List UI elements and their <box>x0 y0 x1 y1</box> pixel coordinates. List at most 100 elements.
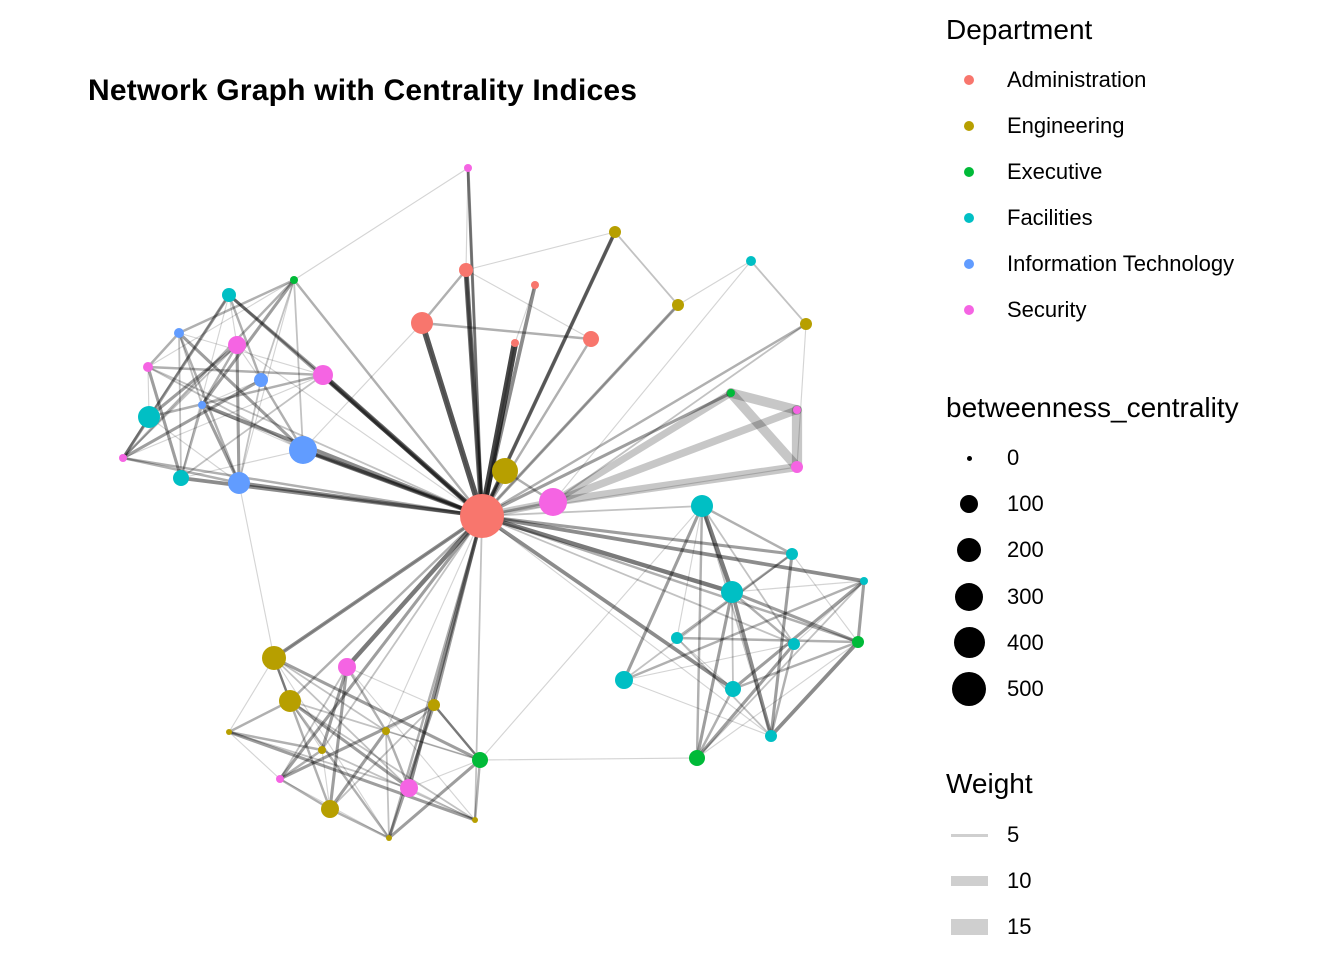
legend-betweenness-swatch <box>952 672 986 706</box>
network-edge <box>328 729 388 811</box>
network-edge <box>465 269 592 340</box>
network-edge <box>731 640 860 691</box>
legend-betweenness-swatch <box>953 627 985 659</box>
network-edge <box>288 699 411 790</box>
network-node <box>386 835 392 841</box>
network-edge <box>148 294 230 418</box>
network-node <box>691 495 713 517</box>
network-edge <box>237 481 484 518</box>
network-edge <box>481 515 772 737</box>
network-node <box>786 548 798 560</box>
network-edge <box>293 279 304 451</box>
network-node <box>276 775 284 783</box>
network-node <box>318 746 326 754</box>
network-node <box>228 336 246 354</box>
network-edge <box>177 331 305 452</box>
legend-department-label: Facilities <box>1007 205 1093 230</box>
network-node <box>725 681 741 697</box>
legend-department-label: Information Technology <box>1007 251 1235 276</box>
network-edge <box>420 321 593 341</box>
network-node <box>583 331 599 347</box>
legend-department-title: Department <box>946 14 1093 45</box>
network-edge <box>260 279 295 381</box>
legend-betweenness-label: 300 <box>1007 583 1044 609</box>
network-edge <box>480 337 593 518</box>
legend-weight-swatch <box>951 833 988 837</box>
legend-betweenness-label: 0 <box>1007 445 1020 470</box>
network-node <box>173 470 189 486</box>
network-edge <box>345 665 388 733</box>
legend-betweenness-label: 400 <box>1007 629 1044 655</box>
network-edge <box>695 590 734 760</box>
network-edge <box>480 514 794 556</box>
network-edge <box>465 231 616 271</box>
network-edge <box>552 260 752 503</box>
network-edge <box>321 515 483 751</box>
network-edge <box>147 343 239 419</box>
network-node <box>511 339 519 347</box>
network-edge <box>385 730 481 761</box>
network-node <box>800 318 812 330</box>
network-node <box>788 638 800 650</box>
network-edge <box>288 514 484 703</box>
network-edge <box>549 406 801 506</box>
network-edge <box>201 404 304 451</box>
network-edge <box>408 759 481 789</box>
network-edge <box>731 579 866 691</box>
network-edge <box>385 704 435 732</box>
network-edge <box>463 267 485 519</box>
network-edge <box>272 656 332 811</box>
network-node <box>852 636 864 648</box>
network-edge <box>479 505 703 761</box>
network-edge <box>328 807 391 840</box>
network-edge <box>122 344 238 459</box>
legend-betweenness-label: 100 <box>1007 491 1044 517</box>
network-edge <box>235 343 241 485</box>
network-edge <box>480 303 680 518</box>
network-edge <box>474 515 483 821</box>
network-edge <box>480 391 733 518</box>
network-edge <box>793 580 865 645</box>
network-edge <box>146 365 325 377</box>
legend-department-swatch <box>964 121 974 131</box>
network-edge <box>700 504 794 556</box>
network-node <box>765 730 777 742</box>
network-node <box>198 401 206 409</box>
network-edge <box>273 657 410 789</box>
legend-weight-title: Weight <box>946 768 1033 799</box>
network-edge <box>278 514 484 781</box>
network-edge <box>147 366 304 451</box>
network-edge <box>272 514 484 660</box>
network-edge <box>227 699 292 734</box>
network-edge <box>420 268 468 325</box>
network-node <box>222 288 236 302</box>
network-edge <box>200 403 241 485</box>
network-node <box>226 729 232 735</box>
network-edge <box>293 167 469 281</box>
legend-department-label: Executive <box>1007 159 1103 184</box>
network-edge <box>480 322 808 518</box>
network-edge <box>696 580 865 759</box>
network-edge <box>200 343 239 407</box>
network-edge <box>432 703 482 762</box>
network-node <box>174 328 184 338</box>
network-edge <box>479 757 698 761</box>
legend-weight-label: 10 <box>1007 868 1032 893</box>
network-edge <box>201 379 262 406</box>
network-edge <box>726 388 802 415</box>
legend-betweenness-swatch <box>957 538 981 563</box>
network-edge <box>675 636 860 644</box>
network-edge <box>344 513 485 670</box>
network-node <box>689 750 705 766</box>
network-edge <box>769 640 860 738</box>
network-edge <box>121 378 263 460</box>
network-edge <box>549 389 735 506</box>
legend-weight-label: 5 <box>1007 822 1020 847</box>
network-node <box>791 461 803 473</box>
network-edge <box>122 374 324 459</box>
network-edge <box>180 449 304 479</box>
network-edge <box>227 730 477 822</box>
network-edge <box>180 374 324 479</box>
legend-department-swatch <box>964 259 974 269</box>
